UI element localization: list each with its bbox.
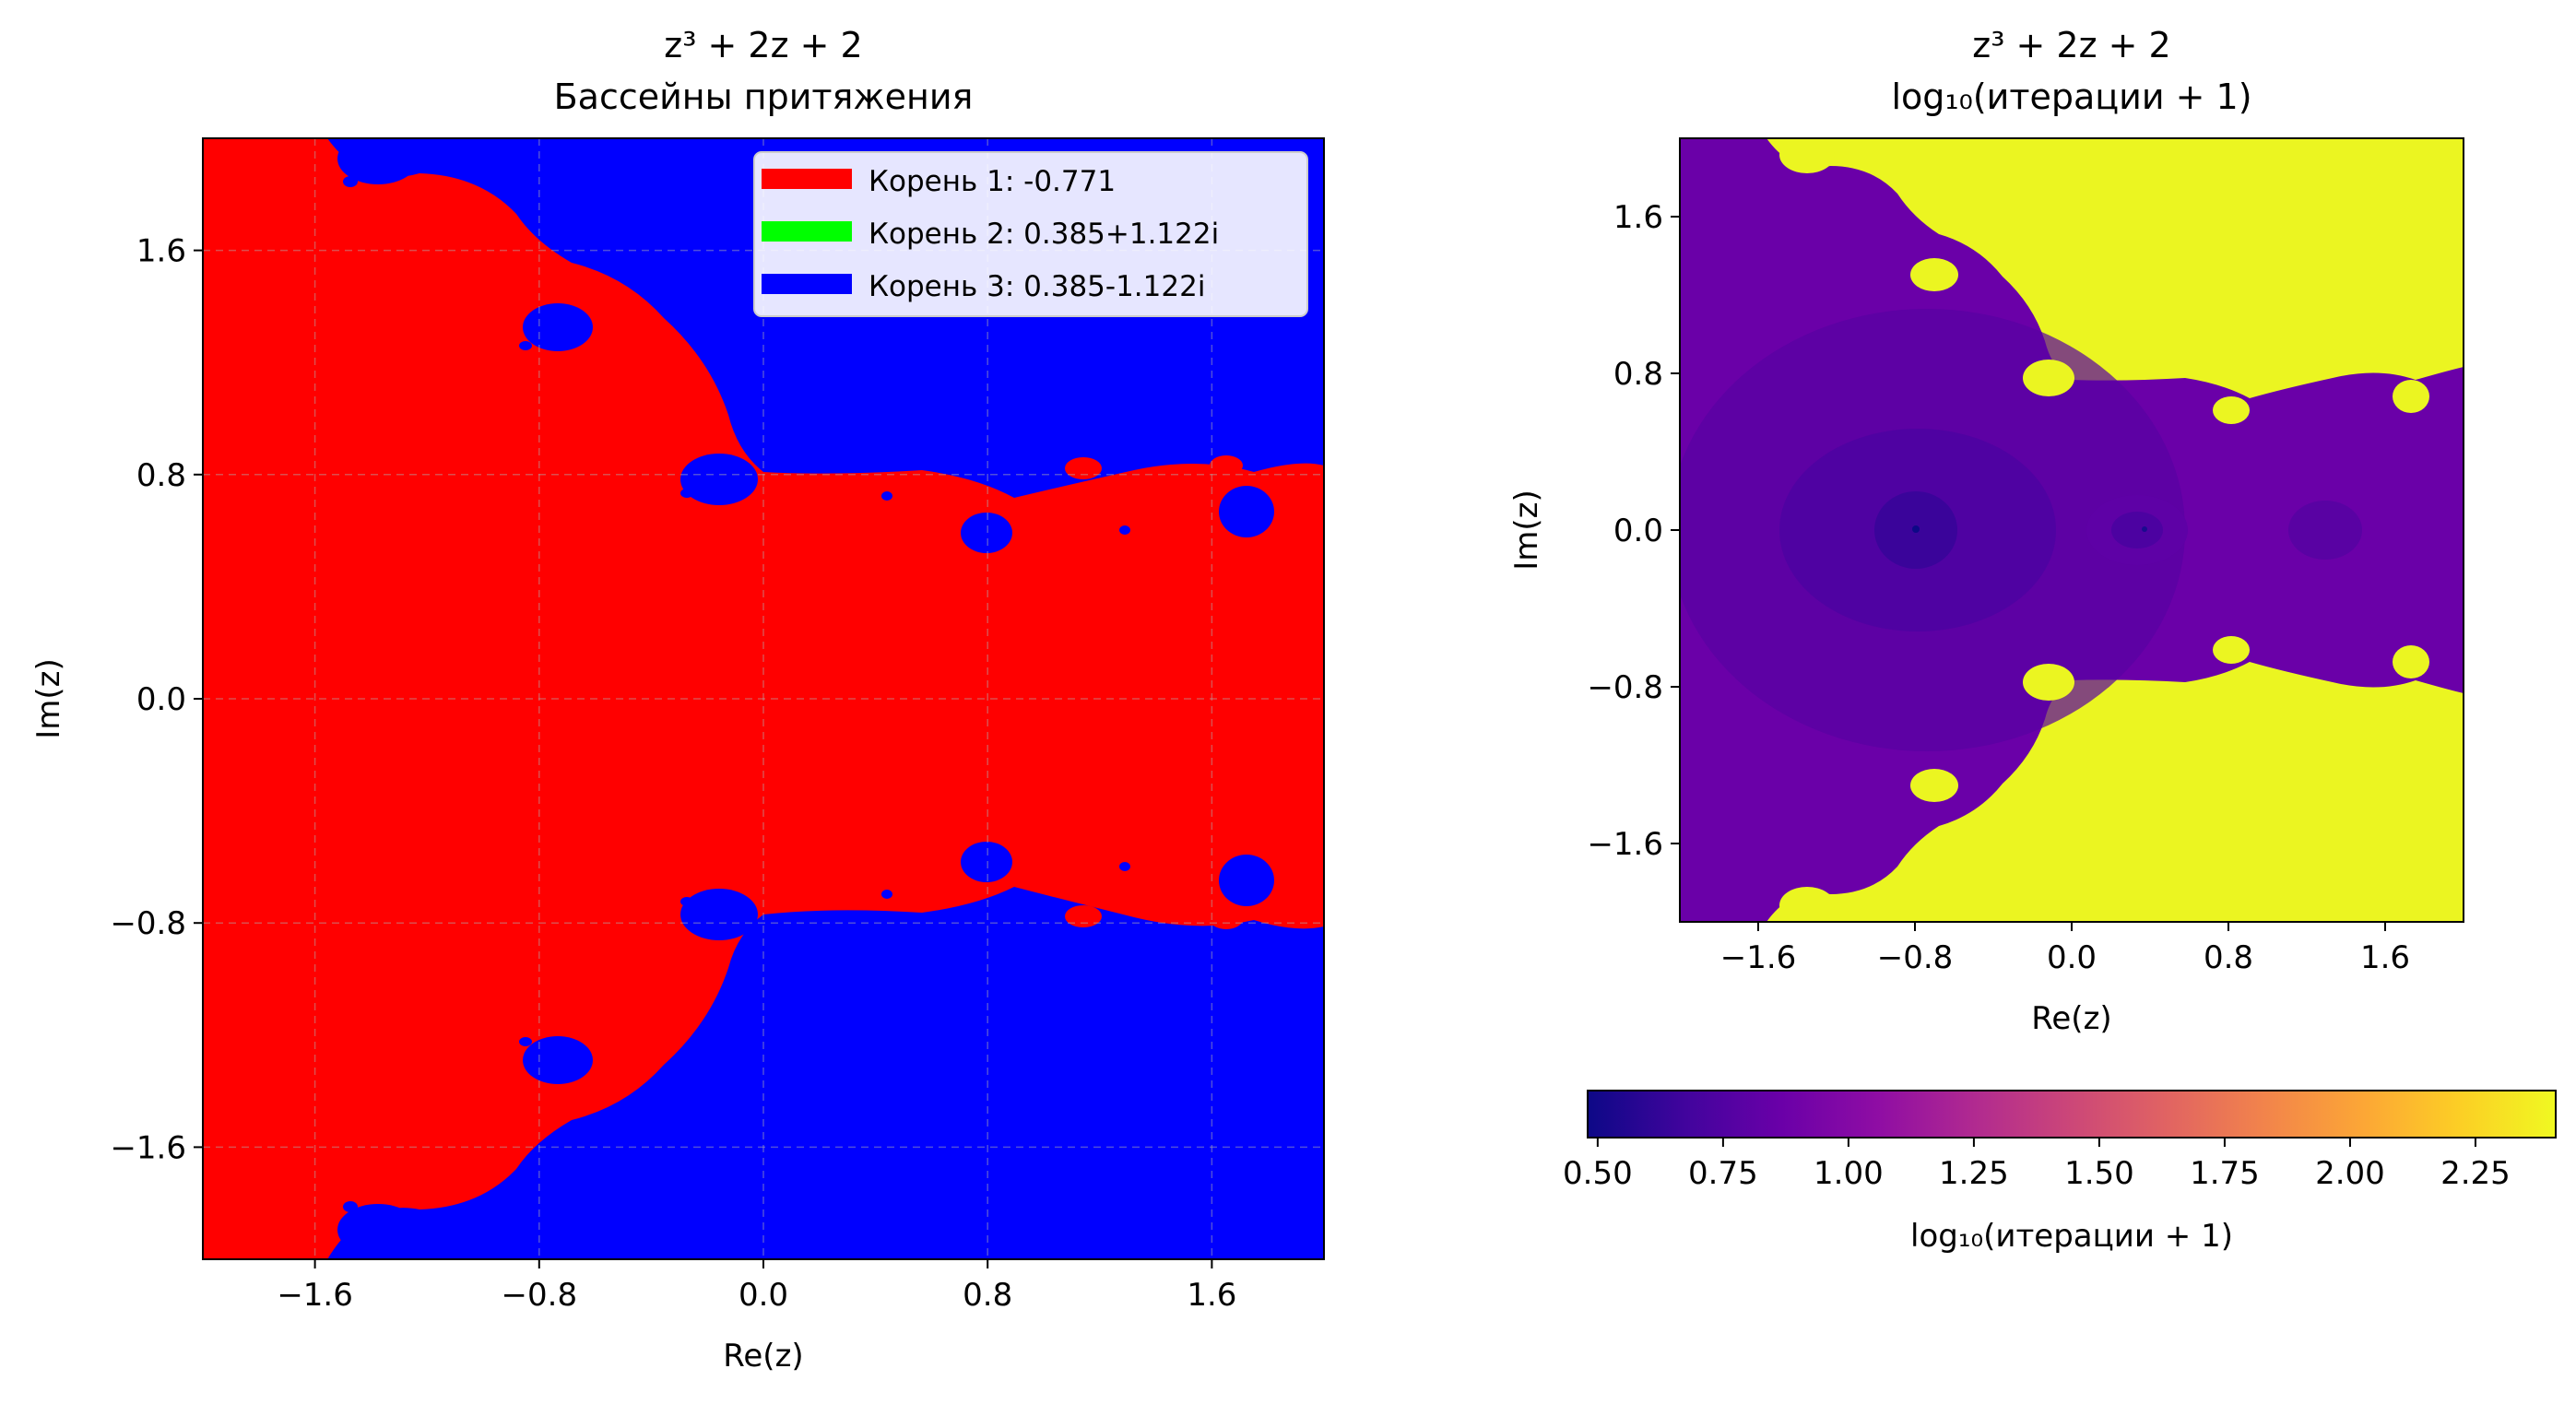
iterations-basin-shading [1680,309,2362,751]
legend-frame [753,151,1308,317]
basins-region-root1 [203,138,1324,1259]
colorbar-ticks: 0.50 0.75 1.00 1.25 1.50 1.75 2.00 2.25 [1563,1138,2511,1192]
colorbar-gradient [1587,1090,2557,1139]
iterations-x-ticks: −1.6 −0.8 0.0 0.8 1.6 [1720,922,2410,976]
basins-y-tick-label: 0.0 [136,681,186,718]
basins-x-axis-label: Re(z) [723,1338,803,1375]
basins-y-axis-label: Im(z) [30,658,67,739]
iterations-bulbs [1779,138,2429,922]
basins-bulbs-blue [337,138,1274,1256]
basins-bulbs-red-on-blue [1065,455,1243,929]
colorbar-tick-label: 0.75 [1688,1155,1758,1192]
colorbar-tick-label: 1.75 [2190,1155,2260,1192]
basins-x-tick-label: 0.0 [739,1277,788,1314]
colorbar-tick-label: 0.50 [1563,1155,1633,1192]
colorbar-tick-label: 1.00 [1814,1155,1884,1192]
iterations-y-tick-label: −0.8 [1587,669,1663,706]
colorbar: 0.50 0.75 1.00 1.25 1.50 1.75 2.00 2.25 log₁₀(и… [1563,1090,2557,1255]
basins-x-tick-label: 1.6 [1187,1277,1236,1314]
basins-title-line2: Бассейны притяжения [554,77,974,117]
basins-x-tick-label: 0.8 [963,1277,1012,1314]
legend-swatch-root1 [762,169,852,189]
basins-y-tick-label: 1.6 [136,233,186,270]
iterations-x-tick-label: −0.8 [1877,939,1954,976]
colorbar-label: log₁₀(итерации + 1) [1910,1218,2233,1255]
basins-y-tick-label: −0.8 [110,905,186,942]
basins-x-tick-label: −1.6 [277,1277,353,1314]
colorbar-tick-label: 2.25 [2440,1155,2511,1192]
basins-legend: Корень 1: -0.771 Корень 2: 0.385+1.122i … [753,151,1308,317]
iterations-x-tick-label: 0.8 [2204,939,2253,976]
iterations-x-tick-label: −1.6 [1720,939,1797,976]
iterations-y-ticks: −1.6 −0.8 0.0 0.8 1.6 [1587,199,1680,863]
basins-x-tick-label: −0.8 [502,1277,578,1314]
iterations-y-tick-label: −1.6 [1587,826,1663,863]
iterations-y-tick-label: 1.6 [1613,199,1663,236]
colorbar-tick-label: 1.25 [1939,1155,2009,1192]
basins-panel: z³ + 2z + 2 Бассейны притяжения [30,25,1325,1375]
iterations-image [1680,138,2464,922]
iterations-panel: z³ + 2z + 2 log₁₀(итерации + 1) [1508,25,2557,1255]
basins-x-ticks: −1.6 −0.8 0.0 0.8 1.6 [277,1259,1236,1314]
iterations-y-tick-label: 0.8 [1613,356,1663,393]
legend-label-root3: Корень 3: 0.385-1.122i [869,270,1205,303]
basins-y-ticks: −1.6 −0.8 0.0 0.8 1.6 [110,233,203,1166]
basins-title-line1: z³ + 2z + 2 [664,25,862,65]
iterations-x-tick-label: 1.6 [2360,939,2410,976]
legend-label-root1: Корень 1: -0.771 [869,165,1116,198]
basins-image [203,138,1324,1259]
iterations-y-tick-label: 0.0 [1613,513,1663,549]
colorbar-tick-label: 2.00 [2315,1155,2385,1192]
legend-swatch-root3 [762,274,852,294]
basins-y-tick-label: −1.6 [110,1129,186,1166]
legend-label-root2: Корень 2: 0.385+1.122i [869,218,1219,251]
iterations-x-tick-label: 0.0 [2047,939,2097,976]
colorbar-tick-label: 1.50 [2064,1155,2134,1192]
iterations-title-line2: log₁₀(итерации + 1) [1891,77,2251,117]
legend-swatch-root2 [762,221,852,242]
iterations-x-axis-label: Re(z) [2031,1000,2111,1037]
iterations-title-line1: z³ + 2z + 2 [1972,25,2170,65]
basins-y-tick-label: 0.8 [136,457,186,494]
iterations-y-axis-label: Im(z) [1508,490,1545,571]
